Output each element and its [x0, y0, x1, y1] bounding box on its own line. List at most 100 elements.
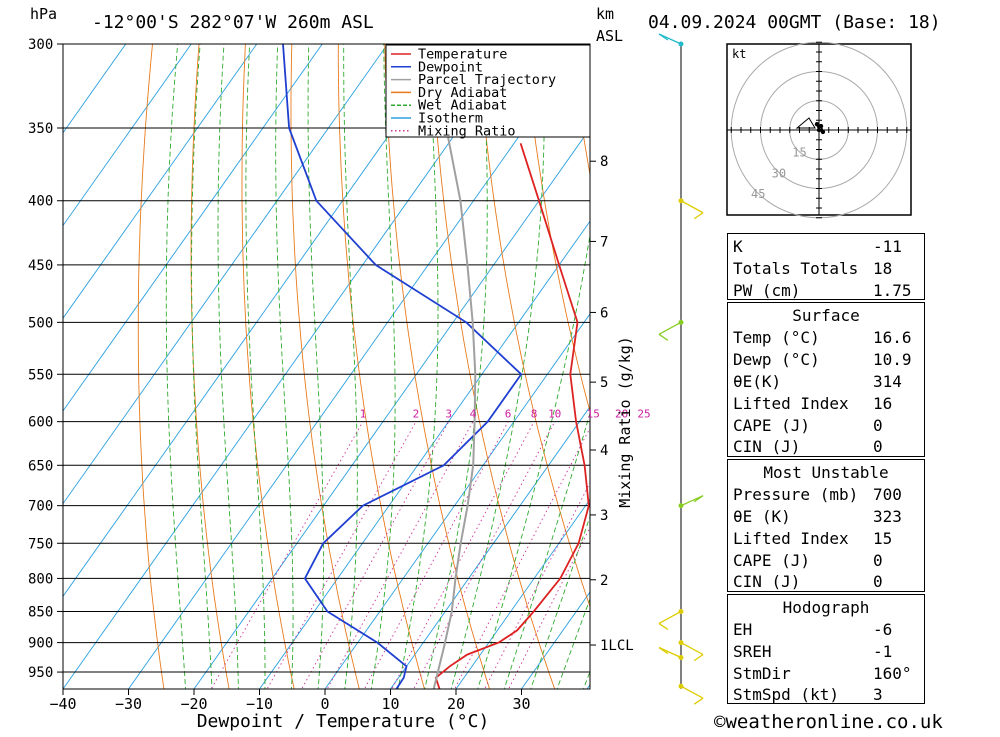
wind-barb-flag [658, 622, 669, 630]
mixing-ratio-label: 10 [548, 408, 561, 421]
dewpoint-line [282, 44, 523, 689]
plot-frame [62, 43, 591, 690]
eh-label: EH [733, 620, 753, 639]
mixing-ratio-label: 8 [531, 408, 538, 421]
wet-adiabat-line [477, 232, 590, 689]
mu-theta-label: θE (K) [733, 507, 791, 526]
datetime-title: 04.09.2024 00GMT (Base: 18) [648, 12, 941, 33]
pressure-unit-label: hPa [30, 5, 57, 23]
wind-barb [658, 646, 682, 659]
legend-entry: Temperature [418, 47, 507, 63]
hodograph-ring-label: 30 [772, 166, 786, 180]
isotherm-line [324, 313, 590, 689]
mixing-ratio-line [363, 421, 509, 689]
wind-barb-flag [693, 697, 704, 705]
eh-value: -6 [873, 620, 893, 639]
surface-cape-label: CAPE (J) [733, 416, 811, 435]
wind-level-dot [678, 608, 684, 614]
dry-adiabat-line [190, 44, 230, 689]
storm-motion-marker [795, 117, 816, 129]
pressure-tick-label: 950 [28, 665, 53, 681]
isotherm-line [389, 405, 590, 689]
isotherm-line [63, 44, 389, 505]
pressure-tick-label: 550 [28, 367, 53, 383]
mixing-ratio-label: 25 [637, 408, 650, 421]
pressure-tick-label: 300 [28, 37, 53, 53]
km-unit-label: km [596, 5, 614, 23]
surface-cin-label: CIN (J) [733, 437, 801, 456]
hodograph-point [816, 127, 822, 133]
temperature-tick-label: −20 [180, 695, 207, 713]
dry-adiabat-line [976, 6, 1000, 700]
surface-cin-value: 0 [873, 437, 883, 456]
legend-entry: Isotherm [418, 111, 483, 127]
wind-level-dot [678, 503, 684, 509]
isobar-lines [63, 44, 590, 673]
pressure-tick-label: 850 [28, 605, 53, 621]
mixing-ratio-line [210, 421, 364, 689]
asl-unit-label: ASL [596, 27, 623, 45]
hodograph-point [818, 123, 824, 129]
k-label: K [733, 237, 743, 256]
hodograph-unit: kt [732, 47, 746, 61]
axes: 3003504004505005506006507007508008509009… [28, 37, 634, 713]
pressure-tick-label: 500 [28, 315, 53, 331]
wind-profile [658, 33, 704, 705]
mu-lifted-index-label: Lifted Index [733, 529, 849, 548]
mixing-ratio-line [391, 421, 535, 689]
most-unstable-title: Most Unstable [763, 463, 889, 482]
temperature-tick-label: 30 [512, 695, 530, 713]
km-tick-label: 1LCL [600, 638, 634, 654]
temperature-tick-label: 20 [447, 695, 465, 713]
wind-barb [658, 610, 682, 625]
legend-entry: Dewpoint [418, 59, 483, 75]
wind-barb-flag [658, 33, 669, 41]
x-axis-title: Dewpoint / Temperature (°C) [197, 711, 490, 732]
dry-adiabat-line [930, 6, 1000, 700]
surface-cape-value: 0 [873, 416, 883, 435]
pw-label: PW (cm) [733, 281, 801, 300]
wind-barb-flag [658, 646, 669, 655]
location-title: -12°00'S 282°07'W 260m ASL [92, 12, 374, 33]
isotherm-line [455, 498, 590, 689]
wind-level-dot [678, 683, 684, 689]
sounding-series [282, 44, 590, 689]
pressure-tick-label: 600 [28, 415, 53, 431]
isotherm-line [63, 44, 192, 227]
wind-barb-flag [693, 212, 704, 220]
pressure-tick-label: 700 [28, 499, 53, 515]
mu-cape-label: CAPE (J) [733, 551, 811, 570]
k-value: -11 [873, 237, 902, 256]
mixing-ratio-line [266, 421, 417, 689]
wind-level-dot [678, 319, 684, 325]
hodograph-ring-label: 45 [751, 187, 765, 201]
hodograph-table-title: Hodograph [782, 598, 870, 617]
temperature-tick-label: −30 [115, 695, 142, 713]
legend-entry: Wet Adiabat [418, 98, 507, 114]
hodograph-point [820, 129, 826, 135]
wet-adiabat-line [343, 44, 358, 689]
isotherm-line [63, 44, 258, 319]
copyright-footer: ©weatheronline.co.uk [714, 711, 943, 733]
km-tick-label: 6 [600, 305, 608, 321]
wet-adiabat-line [245, 44, 266, 689]
km-tick-label: 2 [600, 573, 608, 589]
mixing-ratio-label: 1 [360, 408, 367, 421]
wind-barb-flag [693, 654, 704, 662]
pw-value: 1.75 [873, 281, 912, 300]
pressure-tick-label: 800 [28, 571, 53, 587]
stmspd-value: 3 [873, 685, 883, 704]
most-unstable-table: Most Unstable Pressure (mb) 700 θE (K) 3… [727, 459, 925, 592]
mixing-ratio-axis-title: Mixing Ratio (g/kg) [616, 336, 634, 508]
surface-lifted-index-label: Lifted Index [733, 394, 849, 413]
hodograph-table: Hodograph EH -6 SREH -1 StmDir 160° StmS… [727, 594, 925, 704]
stmdir-label: StmDir [733, 664, 791, 683]
mixing-ratio-labels: 1 2 3 4 6 8 10 15 20 25 [360, 408, 651, 421]
pressure-tick-label: 400 [28, 194, 53, 210]
wind-barb-flag [693, 495, 704, 503]
mu-pressure-label: Pressure (mb) [733, 485, 859, 504]
mu-cin-label: CIN (J) [733, 572, 801, 591]
wet-adiabat-line [275, 44, 294, 689]
